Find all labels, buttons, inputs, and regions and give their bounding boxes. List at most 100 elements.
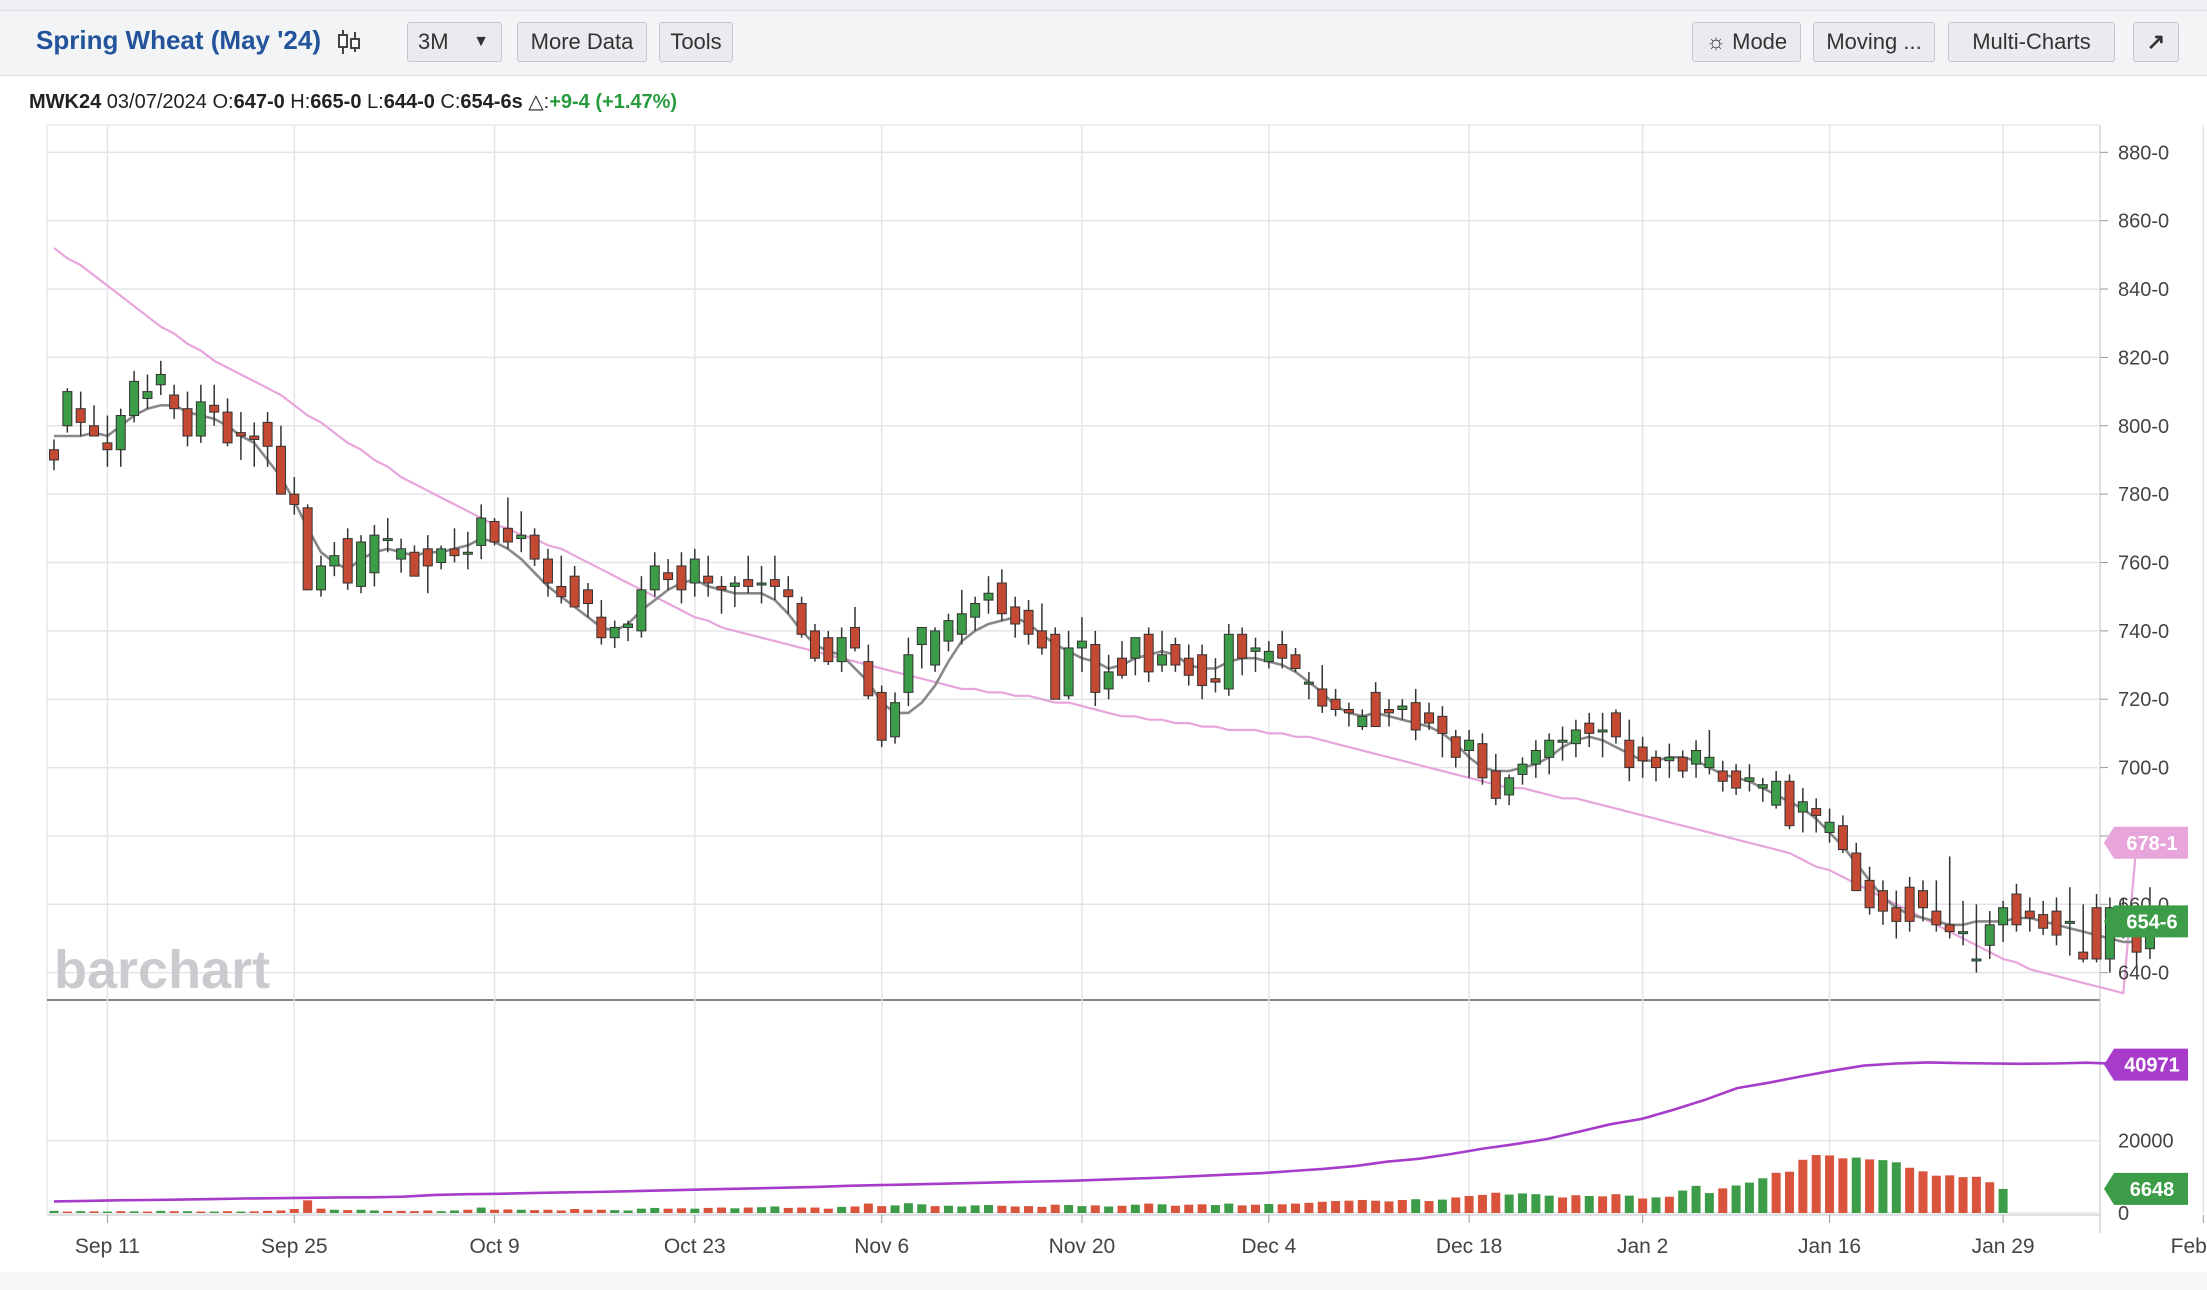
candle-body: [1984, 924, 1995, 946]
volume-bar: [663, 1208, 673, 1213]
candle-body: [1931, 910, 1942, 926]
candle: [1197, 644, 1208, 700]
volume-bar: [1437, 1199, 1447, 1213]
candle-body: [1691, 749, 1702, 765]
volume-bar: [690, 1208, 700, 1213]
volume-bar: [1544, 1195, 1554, 1213]
tools-button[interactable]: Tools: [659, 22, 733, 62]
candle-body: [462, 551, 473, 555]
mode-button[interactable]: ☼ Mode: [1692, 22, 1801, 62]
volume-bar: [530, 1210, 540, 1213]
volume-bar: [1331, 1201, 1341, 1213]
candle-body: [1103, 671, 1114, 690]
candle-body: [1477, 743, 1488, 779]
candle-body: [316, 565, 326, 591]
expand-icon[interactable]: ↗: [2133, 22, 2179, 62]
candle-body: [1864, 879, 1875, 909]
candlestick-icon[interactable]: [334, 27, 364, 57]
volume-bar: [1865, 1159, 1875, 1213]
candle-body: [1971, 958, 1982, 962]
price-tick-label: 680-0: [2118, 826, 2169, 848]
candle-body: [1130, 637, 1141, 659]
candle: [1664, 743, 1675, 778]
candle-body: [956, 613, 967, 635]
candle: [663, 559, 674, 590]
volume-bar: [823, 1208, 833, 1213]
candle: [1904, 876, 1915, 932]
candle: [1090, 630, 1101, 707]
price-tick-label: 640-0: [2118, 963, 2169, 985]
candle-body: [1464, 739, 1475, 751]
candle: [169, 384, 180, 419]
candle: [1130, 637, 1141, 676]
candle: [1223, 624, 1234, 696]
candle-body: [1904, 886, 1915, 922]
candle-body: [1584, 722, 1595, 734]
candle: [195, 384, 206, 443]
volume-bar: [1731, 1185, 1741, 1213]
candle: [1036, 603, 1047, 655]
volume-bar: [1985, 1182, 1995, 1213]
volume-bar: [877, 1206, 887, 1213]
volume-bar: [49, 1210, 59, 1213]
volume-bar: [116, 1211, 126, 1213]
volume-bar: [610, 1210, 620, 1213]
candle-body: [2011, 893, 2022, 926]
moving-average-button[interactable]: Moving ...: [1813, 22, 1935, 62]
barchart-watermark: barchart: [54, 940, 270, 1000]
candle: [182, 391, 193, 447]
more-data-button[interactable]: More Data: [517, 22, 647, 62]
candle: [983, 576, 994, 614]
volume-bar: [1064, 1205, 1074, 1213]
volume-bar: [490, 1209, 500, 1213]
volume-bar: [890, 1205, 900, 1213]
volume-bar: [1237, 1205, 1247, 1213]
volume-bar: [356, 1209, 366, 1213]
candle: [249, 422, 260, 467]
candle-body: [1357, 715, 1368, 728]
candle: [1530, 740, 1541, 778]
candle: [623, 620, 634, 642]
candle: [1450, 729, 1461, 768]
candle: [2104, 897, 2115, 973]
candle: [1958, 900, 1969, 946]
volume-bar: [142, 1211, 152, 1213]
volume-bar: [209, 1211, 219, 1213]
candle-body: [689, 558, 700, 584]
candle-body: [769, 579, 780, 587]
candle: [142, 374, 153, 409]
candle-body: [2024, 910, 2035, 919]
candle-body: [2064, 920, 2075, 924]
volume-bar: [329, 1209, 339, 1213]
last-price-badge: 654-6: [2104, 905, 2188, 938]
candle-body: [275, 445, 286, 495]
volume-bar: [703, 1207, 713, 1213]
candle-body: [970, 603, 981, 618]
candle: [436, 545, 447, 570]
candle-body: [850, 626, 860, 649]
candle-body: [583, 589, 593, 605]
volume-bar: [1998, 1188, 2008, 1213]
time-range-dropdown[interactable]: 3M ▼: [407, 22, 502, 62]
candle: [1330, 688, 1341, 717]
volume-bar: [289, 1209, 299, 1213]
candle: [529, 528, 540, 566]
price-tick-label: 780-0: [2118, 484, 2169, 506]
multi-charts-button[interactable]: Multi-Charts: [1948, 22, 2115, 62]
candle: [649, 552, 660, 597]
candle: [876, 685, 887, 748]
candle-body: [1811, 808, 1822, 816]
volume-bar: [1224, 1203, 1234, 1213]
candle-body: [636, 589, 647, 632]
candle-body: [1263, 650, 1274, 663]
volume-badge-value: 6648: [2130, 1179, 2175, 1201]
candle-body: [422, 548, 433, 567]
candle-body: [783, 589, 794, 598]
candle-body: [1784, 780, 1795, 827]
volume-bar: [717, 1207, 726, 1213]
volume-bar: [863, 1203, 873, 1213]
volume-bar: [1371, 1200, 1381, 1213]
candle: [449, 528, 460, 563]
candle: [1864, 866, 1875, 915]
